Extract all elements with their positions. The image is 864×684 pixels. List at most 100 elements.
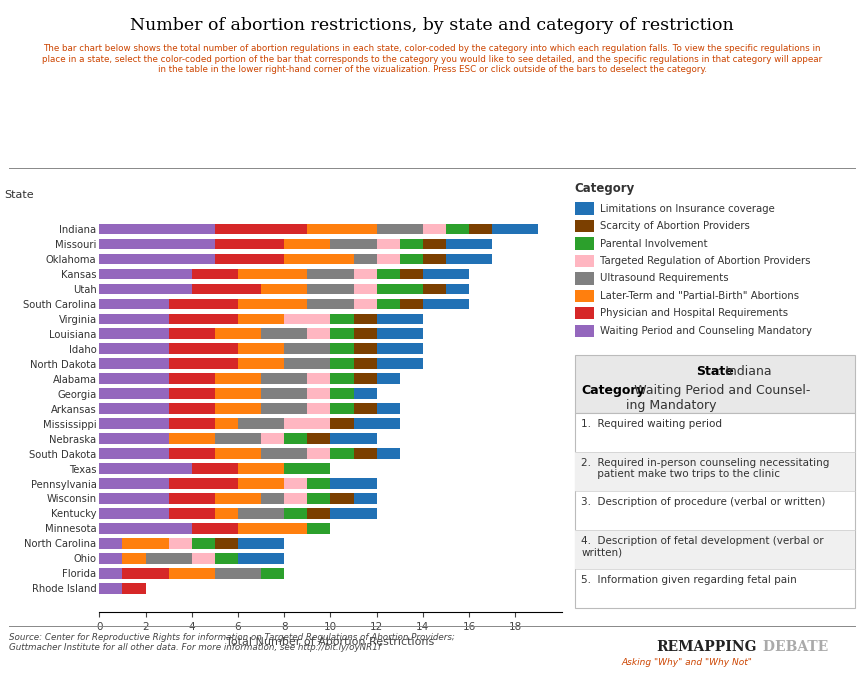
Text: Category: Category <box>575 182 635 195</box>
Bar <box>446 254 492 265</box>
Bar <box>377 224 423 235</box>
Bar <box>99 433 168 444</box>
Bar <box>215 568 261 579</box>
Bar <box>308 224 377 235</box>
Bar <box>215 508 238 519</box>
Bar <box>377 298 400 309</box>
Bar <box>238 343 284 354</box>
Bar <box>215 493 261 504</box>
Bar <box>215 328 261 339</box>
Bar <box>400 254 423 265</box>
Bar <box>377 269 400 279</box>
Bar <box>261 328 308 339</box>
Bar <box>423 224 446 235</box>
Bar <box>353 298 377 309</box>
Bar <box>353 389 377 399</box>
Bar <box>168 298 238 309</box>
Bar <box>284 419 330 429</box>
Bar <box>215 239 284 250</box>
Bar <box>123 538 168 549</box>
Bar <box>377 284 423 294</box>
Bar <box>145 553 192 564</box>
Bar <box>330 448 353 459</box>
Bar <box>308 493 330 504</box>
Text: Parental Involvement: Parental Involvement <box>600 239 708 248</box>
Bar <box>423 298 469 309</box>
Bar <box>99 568 123 579</box>
Bar <box>168 419 215 429</box>
Bar <box>400 298 423 309</box>
Bar <box>168 358 238 369</box>
Bar <box>238 358 284 369</box>
Bar <box>99 389 168 399</box>
Bar <box>192 284 261 294</box>
Bar <box>308 404 330 414</box>
Bar <box>353 493 377 504</box>
Bar <box>400 239 423 250</box>
Bar <box>261 373 308 384</box>
Bar <box>168 343 238 354</box>
Bar <box>261 568 284 579</box>
Bar <box>215 433 261 444</box>
Bar <box>215 553 238 564</box>
Bar <box>353 254 377 265</box>
Bar <box>330 508 377 519</box>
Bar <box>423 239 446 250</box>
Text: The bar chart below shows the total number of abortion regulations in each state: The bar chart below shows the total numb… <box>41 44 823 75</box>
Bar <box>215 254 284 265</box>
Bar <box>330 404 353 414</box>
Bar <box>238 463 284 474</box>
Text: Physician and Hospital Requirements: Physician and Hospital Requirements <box>600 308 789 318</box>
Bar <box>99 358 168 369</box>
Bar <box>284 463 330 474</box>
Bar <box>377 448 400 459</box>
Bar <box>308 269 353 279</box>
Bar <box>353 313 377 324</box>
Bar <box>215 448 261 459</box>
Bar <box>168 448 215 459</box>
Bar <box>353 448 377 459</box>
Bar <box>215 224 308 235</box>
Bar <box>99 328 168 339</box>
Bar <box>330 328 353 339</box>
Bar <box>353 404 377 414</box>
Bar <box>99 523 192 534</box>
Bar <box>261 389 308 399</box>
Bar <box>492 224 538 235</box>
Bar <box>330 389 353 399</box>
Bar <box>238 508 284 519</box>
Bar <box>168 478 238 489</box>
Bar <box>353 269 377 279</box>
Bar <box>99 298 168 309</box>
Bar <box>168 508 215 519</box>
Bar <box>99 269 192 279</box>
Bar <box>192 538 215 549</box>
Bar <box>168 538 192 549</box>
Bar <box>330 313 353 324</box>
Bar <box>353 419 400 429</box>
Bar <box>99 493 168 504</box>
Bar <box>99 224 215 235</box>
Bar <box>353 284 377 294</box>
Text: Later-Term and "Partial-Birth" Abortions: Later-Term and "Partial-Birth" Abortions <box>600 291 799 301</box>
Bar <box>99 313 168 324</box>
Bar <box>99 343 168 354</box>
Bar <box>99 284 192 294</box>
Bar <box>377 404 400 414</box>
Bar <box>330 373 353 384</box>
Bar <box>353 343 377 354</box>
Bar <box>192 269 238 279</box>
Bar <box>215 373 261 384</box>
Bar <box>238 419 284 429</box>
Bar <box>215 404 261 414</box>
Bar <box>99 448 168 459</box>
Bar <box>308 433 330 444</box>
Bar <box>330 478 377 489</box>
Bar <box>330 493 353 504</box>
Bar <box>284 239 330 250</box>
Bar <box>123 583 145 594</box>
Bar <box>377 239 400 250</box>
Bar <box>400 269 423 279</box>
Bar <box>377 313 423 324</box>
Bar <box>308 284 353 294</box>
